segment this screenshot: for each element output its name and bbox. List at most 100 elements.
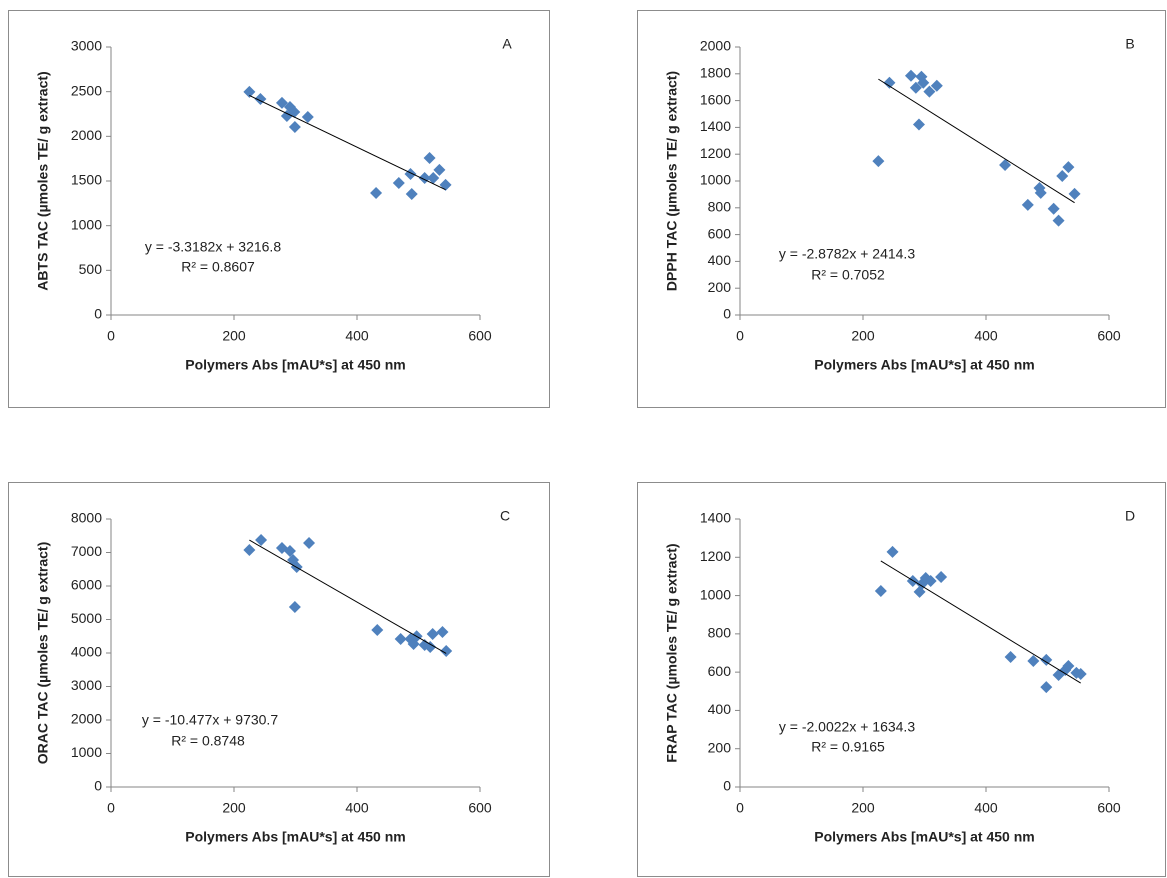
- r-squared: R² = 0.9165: [811, 739, 885, 755]
- marker: [370, 186, 383, 199]
- x-tick-label: 400: [974, 328, 998, 344]
- marker: [1052, 669, 1065, 682]
- y-tick-label: 1500: [71, 172, 102, 188]
- x-tick-label: 0: [107, 800, 115, 816]
- marker: [436, 625, 449, 638]
- y-axis-title: DPPH TAC (µmoles TE/ g extract): [664, 71, 680, 291]
- marker: [287, 554, 300, 567]
- panel-label: B: [1125, 36, 1134, 52]
- marker: [872, 155, 885, 168]
- y-tick-label: 400: [708, 701, 732, 717]
- x-tick-label: 600: [1097, 800, 1121, 816]
- x-axis-title: Polymers Abs [mAU*s] at 450 nm: [814, 829, 1034, 845]
- chart-panel: 0 200 400 600 800 1000 1200 1400 0 200 400 600 Polym…: [637, 482, 1166, 877]
- panel-border: [637, 10, 1166, 408]
- y-tick-label: 1200: [700, 145, 731, 161]
- x-axis-title: Polymers Abs [mAU*s] at 450 nm: [185, 357, 405, 373]
- y-tick-label: 1800: [700, 65, 731, 81]
- marker: [392, 176, 405, 189]
- marker: [1062, 660, 1075, 673]
- y-tick-label: 1200: [700, 548, 731, 564]
- trendline: [880, 560, 1081, 684]
- chart-panel: 0 1000 2000 3000 4000 5000 6000 7000 8000 0 200 400…: [8, 482, 550, 877]
- y-tick-label: 6000: [71, 577, 102, 593]
- y-tick-label: 600: [708, 225, 732, 241]
- y-tick-label: 3000: [71, 677, 102, 693]
- y-tick-label: 0: [723, 778, 731, 794]
- x-tick-label: 200: [222, 800, 246, 816]
- marker: [243, 543, 256, 556]
- marker: [904, 69, 917, 82]
- panel-border: [8, 482, 550, 877]
- x-tick-label: 200: [222, 328, 246, 344]
- marker: [283, 544, 296, 557]
- marker: [275, 96, 288, 109]
- marker: [404, 167, 417, 180]
- equation: y = -3.3182x + 3216.8: [145, 239, 281, 255]
- x-tick-label: 200: [851, 328, 875, 344]
- marker: [405, 187, 418, 200]
- y-tick-label: 1000: [700, 172, 731, 188]
- x-axis-title: Polymers Abs [mAU*s] at 450 nm: [185, 829, 405, 845]
- marker: [924, 575, 937, 588]
- y-tick-label: 500: [79, 261, 103, 277]
- marker: [1034, 186, 1047, 199]
- marker: [371, 623, 384, 636]
- marker: [288, 601, 301, 614]
- x-tick-label: 400: [345, 800, 369, 816]
- y-tick-label: 0: [94, 778, 102, 794]
- y-tick-label: 1000: [700, 586, 731, 602]
- y-axis-title: ABTS TAC (µmoles TE/ g extract): [35, 71, 51, 290]
- y-tick-label: 2500: [71, 82, 102, 98]
- x-tick-label: 0: [736, 328, 744, 344]
- marker: [1047, 202, 1060, 215]
- marker: [923, 85, 936, 98]
- marker: [301, 110, 314, 123]
- marker: [1040, 681, 1053, 694]
- marker: [303, 536, 316, 549]
- y-tick-label: 1400: [700, 118, 731, 134]
- y-axis-title: FRAP TAC (µmoles TE/ g extract): [664, 543, 680, 762]
- marker: [935, 571, 948, 584]
- y-tick-label: 0: [94, 306, 102, 322]
- chart-panel: 0 200 400 600 800 1000 1200 1400 1600 1800 2000 0 20…: [637, 10, 1166, 408]
- marker: [288, 105, 301, 118]
- panel-label: C: [500, 508, 510, 524]
- marker: [394, 632, 407, 645]
- y-tick-label: 600: [708, 663, 732, 679]
- marker: [1027, 655, 1040, 668]
- marker: [1074, 668, 1087, 681]
- x-tick-label: 600: [468, 800, 492, 816]
- marker: [917, 76, 930, 89]
- equation: y = -10.477x + 9730.7: [142, 712, 278, 728]
- y-tick-label: 4000: [71, 644, 102, 660]
- panel-border: [8, 10, 550, 408]
- marker: [433, 163, 446, 176]
- y-tick-label: 1400: [700, 510, 731, 526]
- marker: [930, 79, 943, 92]
- y-tick-label: 2000: [700, 38, 731, 54]
- y-tick-label: 2000: [71, 711, 102, 727]
- equation: y = -2.0022x + 1634.3: [779, 719, 915, 735]
- r-squared: R² = 0.7052: [811, 267, 885, 283]
- trendline: [878, 78, 1075, 204]
- x-tick-label: 0: [736, 800, 744, 816]
- trendline: [249, 539, 447, 654]
- marker: [909, 81, 922, 94]
- x-tick-label: 0: [107, 328, 115, 344]
- trendline: [249, 94, 446, 191]
- marker: [426, 628, 439, 641]
- y-tick-label: 2000: [71, 127, 102, 143]
- marker: [440, 644, 453, 657]
- chart-panel: 0 500 1000 1500 2000 2500 3000 0 200 400 600 Polyme…: [8, 10, 550, 408]
- panel-label: A: [502, 36, 512, 52]
- marker: [883, 76, 896, 89]
- marker: [1021, 198, 1034, 211]
- x-tick-label: 400: [345, 328, 369, 344]
- y-tick-label: 7000: [71, 543, 102, 559]
- y-axis-title: ORAC TAC (µmoles TE/ g extract): [35, 542, 51, 765]
- marker: [1056, 170, 1069, 183]
- marker: [1062, 161, 1075, 174]
- marker: [418, 638, 431, 651]
- y-tick-label: 0: [723, 306, 731, 322]
